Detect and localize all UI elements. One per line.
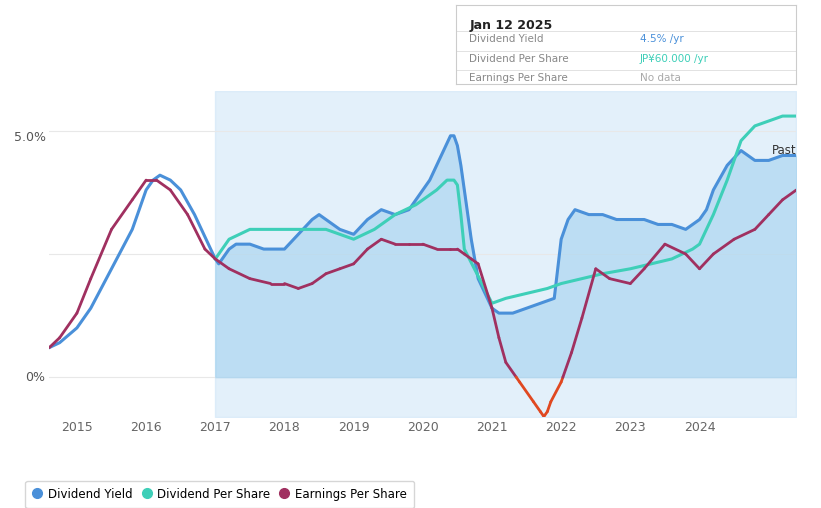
Text: JP¥60.000 /yr: JP¥60.000 /yr	[640, 54, 709, 64]
Text: Jan 12 2025: Jan 12 2025	[470, 19, 553, 32]
Text: Dividend Per Share: Dividend Per Share	[470, 54, 569, 64]
Text: 4.5% /yr: 4.5% /yr	[640, 34, 683, 44]
Text: Past: Past	[773, 144, 797, 157]
Text: Dividend Yield: Dividend Yield	[470, 34, 544, 44]
Text: 0%: 0%	[25, 371, 45, 384]
Legend: Dividend Yield, Dividend Per Share, Earnings Per Share: Dividend Yield, Dividend Per Share, Earn…	[25, 481, 414, 508]
Text: 5.0%: 5.0%	[13, 131, 45, 144]
Text: No data: No data	[640, 73, 681, 82]
Text: Earnings Per Share: Earnings Per Share	[470, 73, 568, 82]
